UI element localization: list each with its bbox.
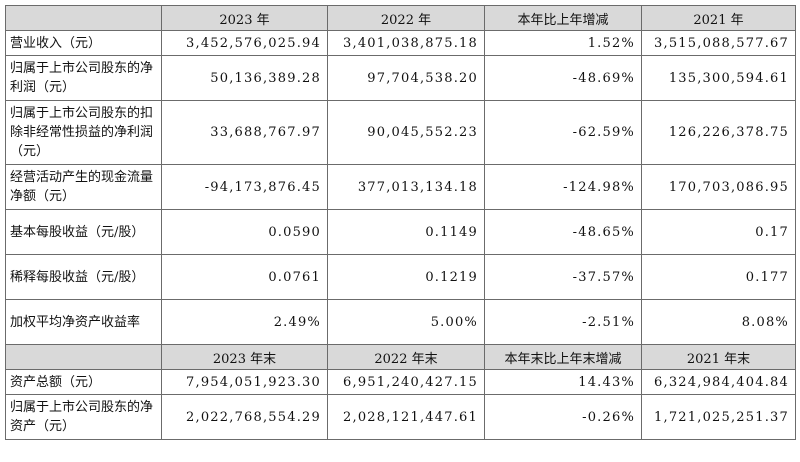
cell-value: 97,704,538.20 <box>327 55 485 101</box>
cell-value: -124.98% <box>484 164 642 210</box>
table-row: 归属于上市公司股东的净资产（元） 2,022,768,554.29 2,028,… <box>5 394 796 440</box>
cell-value: 6,324,984,404.84 <box>641 369 796 395</box>
cell-value: 0.1149 <box>327 209 485 255</box>
cell-value: 5.00% <box>327 299 485 345</box>
row-label: 加权平均净资产收益率 <box>5 299 162 345</box>
table-row: 营业收入（元） 3,452,576,025.94 3,401,038,875.1… <box>5 30 796 56</box>
header-cell-2021: 2021 年 <box>641 5 796 31</box>
cell-value: 377,013,134.18 <box>327 164 485 210</box>
cell-value: 2.49% <box>161 299 328 345</box>
cell-value: 50,136,389.28 <box>161 55 328 101</box>
row-label: 归属于上市公司股东的净资产（元） <box>5 394 162 440</box>
cell-value: 1.52% <box>484 30 642 56</box>
table-row: 加权平均净资产收益率 2.49% 5.00% -2.51% 8.08% <box>5 299 796 345</box>
cell-value: 0.1219 <box>327 254 485 300</box>
cell-value: 3,515,088,577.67 <box>641 30 796 56</box>
header-cell-change-end: 本年末比上年末增减 <box>484 344 642 370</box>
header-cell-blank <box>5 5 162 31</box>
cell-value: 2,022,768,554.29 <box>161 394 328 440</box>
header-row-annual: 2023 年 2022 年 本年比上年增减 2021 年 <box>5 5 796 31</box>
cell-value: -62.59% <box>484 100 642 165</box>
row-label: 资产总额（元） <box>5 369 162 395</box>
cell-value: 8.08% <box>641 299 796 345</box>
cell-value: -48.69% <box>484 55 642 101</box>
cell-value: 170,703,086.95 <box>641 164 796 210</box>
header-cell-blank <box>5 344 162 370</box>
table-row: 基本每股收益（元/股） 0.0590 0.1149 -48.65% 0.17 <box>5 209 796 255</box>
cell-value: 126,226,378.75 <box>641 100 796 165</box>
cell-value: 0.177 <box>641 254 796 300</box>
cell-value: -2.51% <box>484 299 642 345</box>
cell-value: 33,688,767.97 <box>161 100 328 165</box>
cell-value: 7,954,051,923.30 <box>161 369 328 395</box>
cell-value: 6,951,240,427.15 <box>327 369 485 395</box>
cell-value: -94,173,876.45 <box>161 164 328 210</box>
row-label: 归属于上市公司股东的净利润（元） <box>5 55 162 101</box>
cell-value: 3,401,038,875.18 <box>327 30 485 56</box>
key-financial-data-table: 2023 年 2022 年 本年比上年增减 2021 年 营业收入（元） 3,4… <box>5 5 796 440</box>
table-row: 稀释每股收益（元/股） 0.0761 0.1219 -37.57% 0.177 <box>5 254 796 300</box>
table-row: 归属于上市公司股东的净利润（元） 50,136,389.28 97,704,53… <box>5 55 796 101</box>
cell-value: -48.65% <box>484 209 642 255</box>
header-row-year-end: 2023 年末 2022 年末 本年末比上年末增减 2021 年末 <box>5 344 796 370</box>
table-row: 资产总额（元） 7,954,051,923.30 6,951,240,427.1… <box>5 369 796 395</box>
cell-value: 135,300,594.61 <box>641 55 796 101</box>
row-label: 经营活动产生的现金流量净额（元） <box>5 164 162 210</box>
cell-value: -37.57% <box>484 254 642 300</box>
cell-value: 1,721,025,251.37 <box>641 394 796 440</box>
row-label: 营业收入（元） <box>5 30 162 56</box>
header-cell-2023-end: 2023 年末 <box>161 344 328 370</box>
cell-value: 0.0761 <box>161 254 328 300</box>
cell-value: -0.26% <box>484 394 642 440</box>
cell-value: 14.43% <box>484 369 642 395</box>
row-label: 归属于上市公司股东的扣除非经常性损益的净利润（元） <box>5 100 162 165</box>
cell-value: 3,452,576,025.94 <box>161 30 328 56</box>
header-cell-2022-end: 2022 年末 <box>327 344 485 370</box>
header-cell-2022: 2022 年 <box>327 5 485 31</box>
cell-value: 90,045,552.23 <box>327 100 485 165</box>
cell-value: 2,028,121,447.61 <box>327 394 485 440</box>
cell-value: 0.0590 <box>161 209 328 255</box>
header-cell-change: 本年比上年增减 <box>484 5 642 31</box>
header-cell-2023: 2023 年 <box>161 5 328 31</box>
cell-value: 0.17 <box>641 209 796 255</box>
table-row: 经营活动产生的现金流量净额（元） -94,173,876.45 377,013,… <box>5 164 796 210</box>
row-label: 基本每股收益（元/股） <box>5 209 162 255</box>
row-label: 稀释每股收益（元/股） <box>5 254 162 300</box>
header-cell-2021-end: 2021 年末 <box>641 344 796 370</box>
table-row: 归属于上市公司股东的扣除非经常性损益的净利润（元） 33,688,767.97 … <box>5 100 796 165</box>
